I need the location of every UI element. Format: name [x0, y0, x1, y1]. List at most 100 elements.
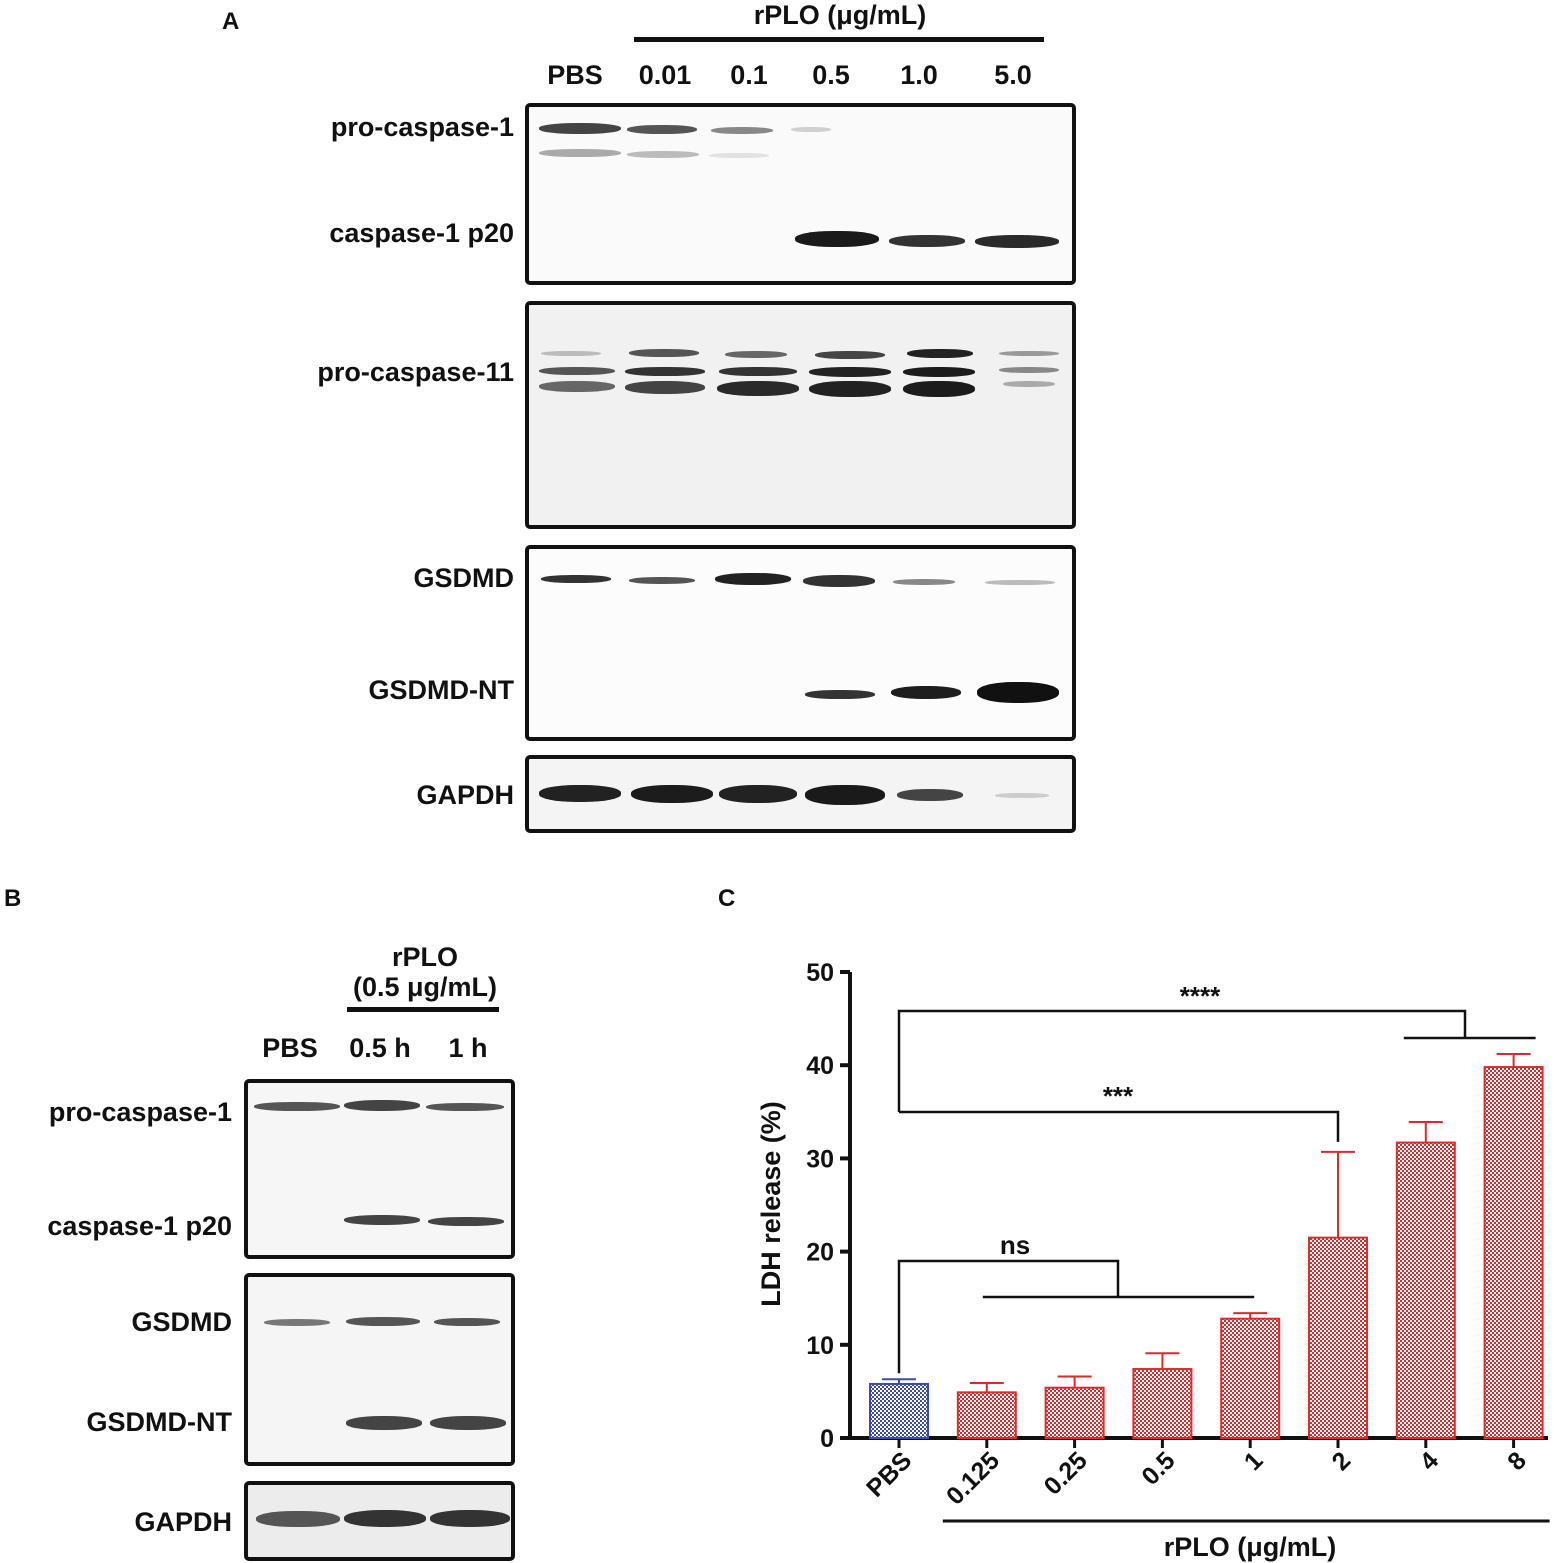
- protein-band: [719, 367, 797, 376]
- bar: [869, 1382, 929, 1439]
- x-tick-label: 4: [1414, 1446, 1444, 1476]
- protein-band: [815, 351, 885, 359]
- blot-a-caspase-1: [525, 103, 1076, 285]
- protein-band: [715, 573, 791, 585]
- panel-a-lane-label: 0.1: [730, 60, 768, 90]
- protein-band: [346, 1317, 420, 1326]
- protein-band: [891, 686, 961, 699]
- protein-band: [631, 785, 713, 803]
- blot-label-gsdmd-nt: GSDMD-NT: [86, 1407, 232, 1437]
- protein-band: [711, 127, 773, 134]
- panel-b-treatment-bar: [347, 1007, 499, 1012]
- panel-b-lane-label: 0.5 h: [349, 1033, 411, 1063]
- significance-label: ****: [1180, 981, 1221, 1011]
- protein-band: [434, 1318, 500, 1326]
- protein-band: [975, 235, 1059, 248]
- protein-band: [791, 127, 831, 132]
- significance-bracket: [899, 1110, 1340, 1142]
- panel-a-lane-label: 1.0: [900, 60, 938, 90]
- panel-a-lane-label: 5.0: [994, 60, 1032, 90]
- protein-band: [344, 1100, 420, 1111]
- bar: [1132, 1368, 1193, 1439]
- protein-band: [627, 125, 697, 134]
- bar: [1220, 1317, 1281, 1439]
- blot-a-caspase-11: [525, 301, 1076, 529]
- protein-band: [995, 793, 1049, 798]
- protein-band: [541, 351, 601, 356]
- protein-band: [625, 381, 705, 394]
- significance-label: ***: [1103, 1081, 1134, 1111]
- significance-bracket: [897, 1009, 1467, 1112]
- blot-b-gapdh: [244, 1481, 515, 1561]
- x-tick-label: 0.125: [941, 1446, 1005, 1510]
- protein-band: [539, 149, 621, 157]
- protein-band: [625, 367, 705, 376]
- protein-band: [999, 351, 1059, 356]
- bar: [1483, 1066, 1544, 1439]
- protein-band: [805, 690, 875, 699]
- panel-a-treatment-label: rPLO (μg/mL): [753, 0, 927, 30]
- protein-band: [893, 579, 955, 585]
- x-tick-label: 2: [1327, 1446, 1357, 1476]
- protein-band: [795, 231, 879, 247]
- protein-band: [985, 580, 1055, 585]
- panel-b-lane-label: PBS: [262, 1033, 318, 1063]
- protein-band: [539, 123, 621, 134]
- panel-a-lane-label: 0.5: [812, 60, 850, 90]
- protein-band: [889, 235, 965, 247]
- x-tick-label: 8: [1502, 1446, 1532, 1476]
- protein-band: [256, 1511, 340, 1527]
- protein-band: [977, 682, 1059, 703]
- protein-band: [809, 367, 891, 377]
- y-tick-label: 50: [806, 959, 834, 987]
- x-axis-label: rPLO (μg/mL): [1164, 1532, 1337, 1562]
- y-axis-label: LDH release (%): [756, 1101, 786, 1307]
- panel-a-lane-label: PBS: [547, 60, 603, 90]
- panel-b-treatment-line1: rPLO: [391, 942, 458, 972]
- blot-label-caspase-1-p20: caspase-1 p20: [47, 1211, 232, 1241]
- panel-a-letter: A: [222, 8, 240, 35]
- protein-band: [428, 1217, 504, 1226]
- blot-label-gsdmd: GSDMD: [131, 1307, 233, 1337]
- bar: [1395, 1141, 1456, 1440]
- protein-band: [903, 367, 975, 377]
- protein-band: [539, 785, 621, 802]
- panel-a-lane-label: 0.01: [638, 60, 692, 90]
- panel-b-treatment-line2: (0.5 μg/mL): [352, 972, 498, 1002]
- protein-band: [539, 367, 615, 375]
- panel-b-letter: B: [4, 885, 22, 912]
- protein-band: [903, 381, 975, 397]
- y-tick-label: 40: [806, 1052, 834, 1080]
- y-tick-label: 20: [806, 1239, 834, 1267]
- y-tick-label: 0: [820, 1425, 834, 1453]
- protein-band: [264, 1319, 330, 1326]
- protein-band: [805, 785, 885, 805]
- blot-label-gsdmd: GSDMD: [413, 563, 515, 593]
- protein-band: [627, 151, 699, 158]
- protein-band: [254, 1102, 340, 1111]
- blot-b-gsdmd: [244, 1273, 515, 1466]
- protein-band: [719, 785, 797, 803]
- protein-band: [629, 577, 695, 584]
- protein-band: [541, 575, 611, 583]
- panel-a-treatment-bar: [634, 37, 1044, 42]
- protein-band: [709, 153, 769, 158]
- blot-label-caspase-1-p20: caspase-1 p20: [329, 218, 514, 248]
- protein-band: [629, 349, 699, 357]
- significance-bracket: [897, 1259, 1120, 1374]
- blot-b-caspase-1: [244, 1079, 515, 1259]
- blot-a-gapdh: [525, 755, 1076, 833]
- blot-label-pro-caspase-11: pro-caspase-11: [317, 357, 514, 387]
- x-tick-label: 0.25: [1039, 1446, 1093, 1500]
- blot-label-gapdh: GAPDH: [416, 780, 514, 810]
- protein-band: [999, 367, 1059, 373]
- blot-label-gapdh: GAPDH: [134, 1507, 232, 1537]
- protein-band: [803, 575, 875, 587]
- blot-label-pro-caspase-1: pro-caspase-1: [330, 112, 514, 142]
- blot-label-pro-caspase-1: pro-caspase-1: [48, 1097, 232, 1127]
- protein-band: [725, 351, 787, 358]
- protein-band: [430, 1510, 510, 1527]
- protein-band: [539, 381, 615, 392]
- protein-band: [1003, 381, 1055, 387]
